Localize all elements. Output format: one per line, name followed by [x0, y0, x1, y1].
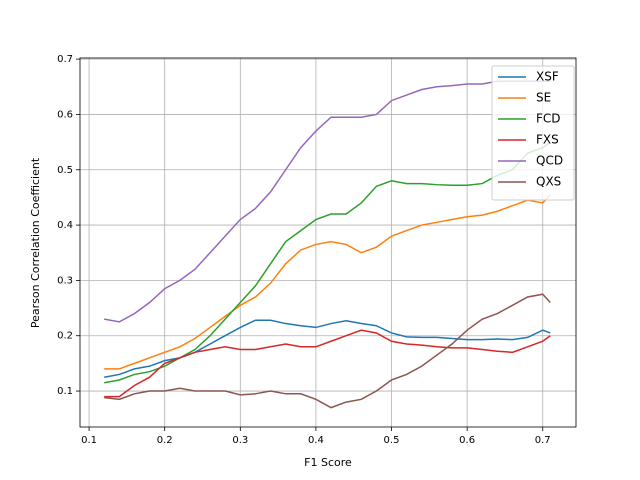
legend: XSF SE FCD FXS QCD QXS [491, 65, 575, 201]
legend-label: SE [536, 91, 551, 105]
legend-label: FXS [536, 133, 559, 147]
x-tick-label: 0.2 [157, 435, 173, 446]
y-tick-label: 0.7 [57, 54, 73, 65]
x-tick-label: 0.4 [308, 435, 324, 446]
y-tick-label: 0.1 [57, 386, 73, 397]
x-tick-label: 0.5 [384, 435, 400, 446]
legend-label: QCD [536, 154, 563, 168]
x-axis-label: F1 Score [304, 456, 352, 469]
x-tick-label: 0.3 [232, 435, 248, 446]
y-tick-label: 0.3 [57, 275, 73, 286]
series-line [104, 141, 551, 384]
legend-label: FCD [536, 112, 561, 126]
series-line [104, 80, 551, 323]
plot-frame [79, 57, 577, 428]
legend-label: XSF [536, 70, 559, 84]
series-line [104, 293, 551, 409]
y-axis-label: Pearson Correlation Coefficient [29, 157, 42, 328]
x-tick-label: 0.1 [81, 435, 97, 446]
legend-box [491, 65, 575, 201]
y-tick-label: 0.4 [57, 220, 73, 231]
y-tick-label: 0.6 [57, 109, 73, 120]
y-tick-label: 0.5 [57, 165, 73, 176]
series-line [104, 194, 551, 370]
legend-label: QXS [536, 175, 561, 189]
series-line [104, 329, 551, 398]
x-tick-label: 0.6 [459, 435, 475, 446]
series-line [104, 319, 551, 378]
y-tick-label: 0.2 [57, 331, 73, 342]
x-tick-label: 0.7 [535, 435, 551, 446]
